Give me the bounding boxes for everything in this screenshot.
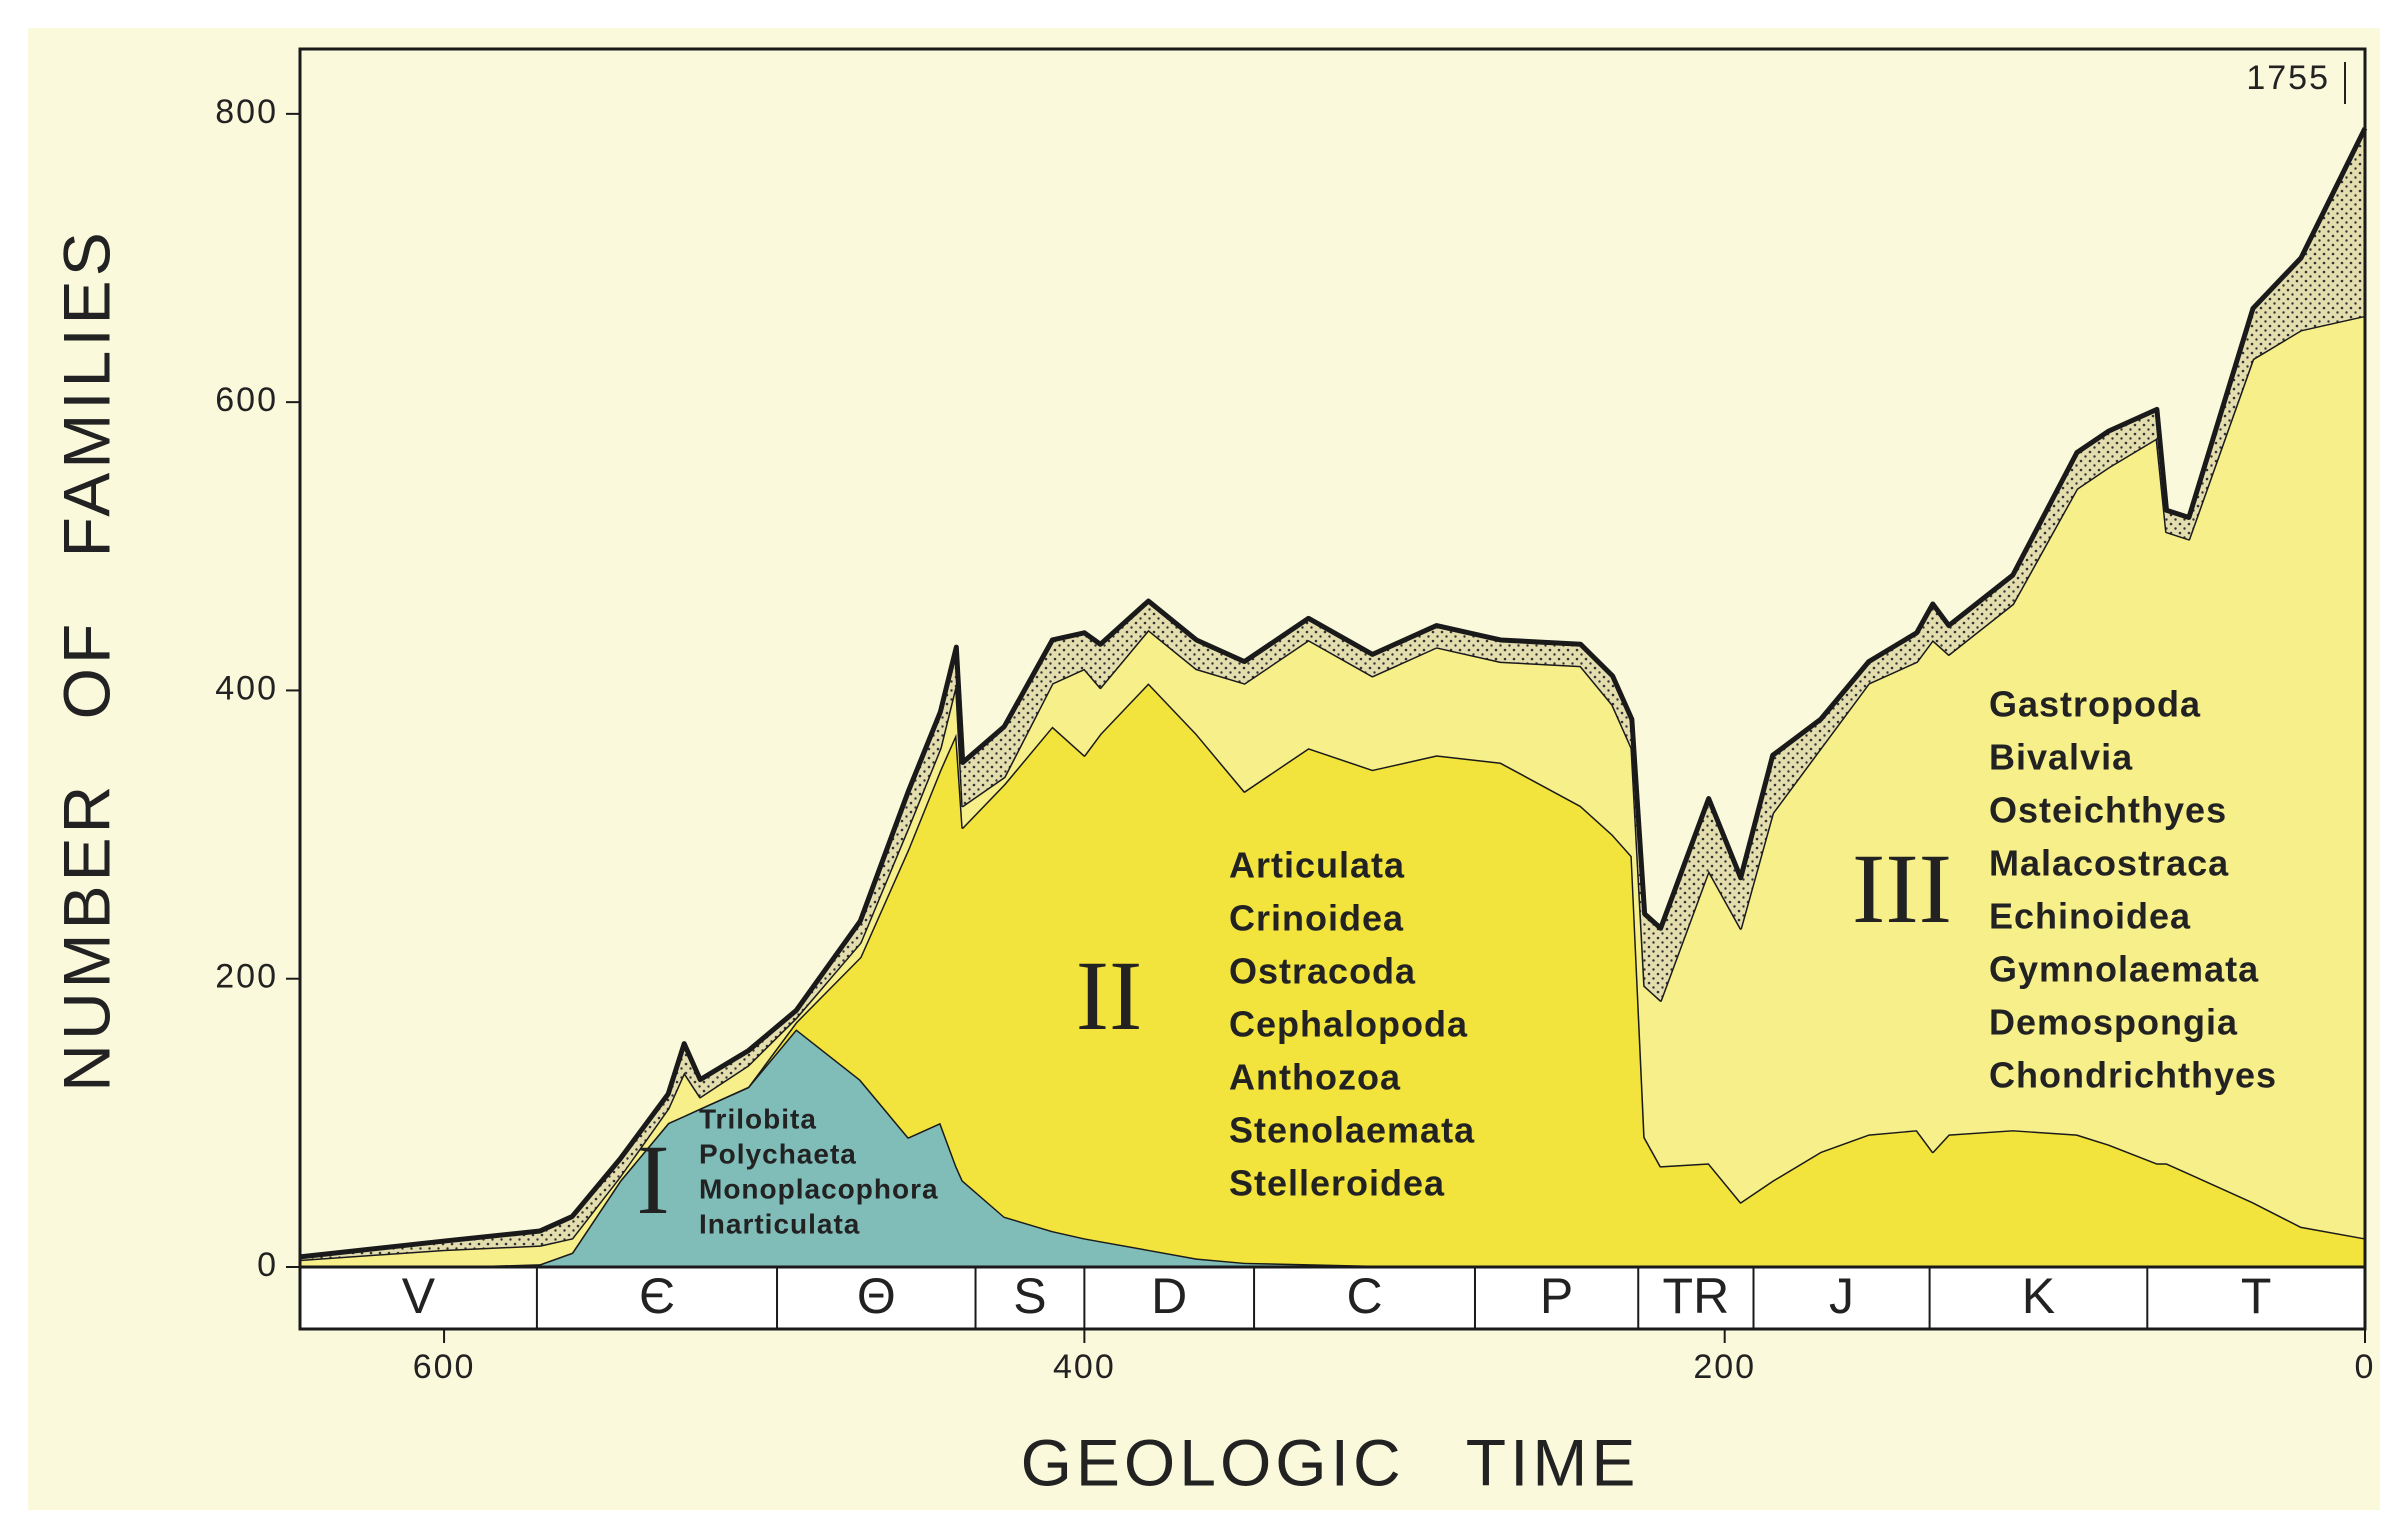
area bbox=[300, 315, 2365, 1267]
y-tick-label: 600 bbox=[215, 381, 278, 419]
period-label: T bbox=[2241, 1268, 2272, 1324]
area bbox=[300, 1029, 2365, 1267]
x-tick-label: 200 bbox=[1693, 1348, 1756, 1386]
x-tick-label: 0 bbox=[2355, 1348, 2376, 1386]
period-strip bbox=[298, 1265, 2367, 1331]
area-edge bbox=[299, 127, 2368, 1260]
annotation: 1755 bbox=[2246, 59, 2330, 97]
taxon-label: Malacostraca bbox=[1989, 843, 2229, 884]
taxon-label: Inarticulata bbox=[699, 1208, 860, 1239]
taxon-label: Anthozoa bbox=[1229, 1057, 1401, 1098]
taxon-label: Gastropoda bbox=[1989, 684, 2201, 725]
y-tick-label: 0 bbox=[257, 1246, 278, 1284]
taxon-label: Monoplacophora bbox=[699, 1173, 939, 1204]
taxon-label: Cephalopoda bbox=[1229, 1004, 1468, 1045]
y-axis-title: NUMBER OF FAMILIES bbox=[49, 228, 123, 1091]
period-label: Θ bbox=[857, 1268, 896, 1324]
taxon-label: Polychaeta bbox=[699, 1138, 857, 1169]
x-tick-label: 400 bbox=[1053, 1348, 1116, 1386]
x-axis-title: GEOLOGIC TIME bbox=[1021, 1425, 1640, 1499]
taxon-label: Stelleroidea bbox=[1229, 1163, 1445, 1204]
y-tick-label: 400 bbox=[215, 669, 278, 707]
area bbox=[300, 683, 2365, 1267]
taxon-label: Osteichthyes bbox=[1989, 790, 2227, 831]
period-label: D bbox=[1151, 1268, 1187, 1324]
taxon-label: Articulata bbox=[1229, 845, 1405, 886]
period-label: S bbox=[1013, 1268, 1046, 1324]
taxon-label: Demospongia bbox=[1989, 1002, 2238, 1043]
fauna-label: II bbox=[1076, 940, 1143, 1051]
y-tick-label: 200 bbox=[215, 958, 278, 996]
taxon-label: Echinoidea bbox=[1989, 896, 2191, 937]
period-label: P bbox=[1540, 1268, 1573, 1324]
taxon-label: Stenolaemata bbox=[1229, 1110, 1475, 1151]
taxon-label: Gymnolaemata bbox=[1989, 949, 2259, 990]
taxon-label: Bivalvia bbox=[1989, 737, 2133, 778]
taxon-label: Ostracoda bbox=[1229, 951, 1416, 992]
period-label: Є bbox=[639, 1268, 675, 1324]
period-label: J bbox=[1829, 1268, 1854, 1324]
x-tick-label: 600 bbox=[413, 1348, 476, 1386]
fauna-label: I bbox=[636, 1124, 669, 1235]
taxon-label: Chondrichthyes bbox=[1989, 1055, 2277, 1096]
period-label: C bbox=[1346, 1268, 1382, 1324]
period-label: K bbox=[2022, 1268, 2055, 1324]
plot-frame bbox=[298, 47, 2367, 1331]
period-label: TR bbox=[1663, 1268, 1730, 1324]
taxon-label: Trilobita bbox=[699, 1103, 817, 1134]
y-tick-label: 800 bbox=[215, 93, 278, 131]
taxon-label: Crinoidea bbox=[1229, 898, 1404, 939]
period-label: V bbox=[402, 1268, 436, 1324]
fauna-label: III bbox=[1852, 833, 1952, 944]
